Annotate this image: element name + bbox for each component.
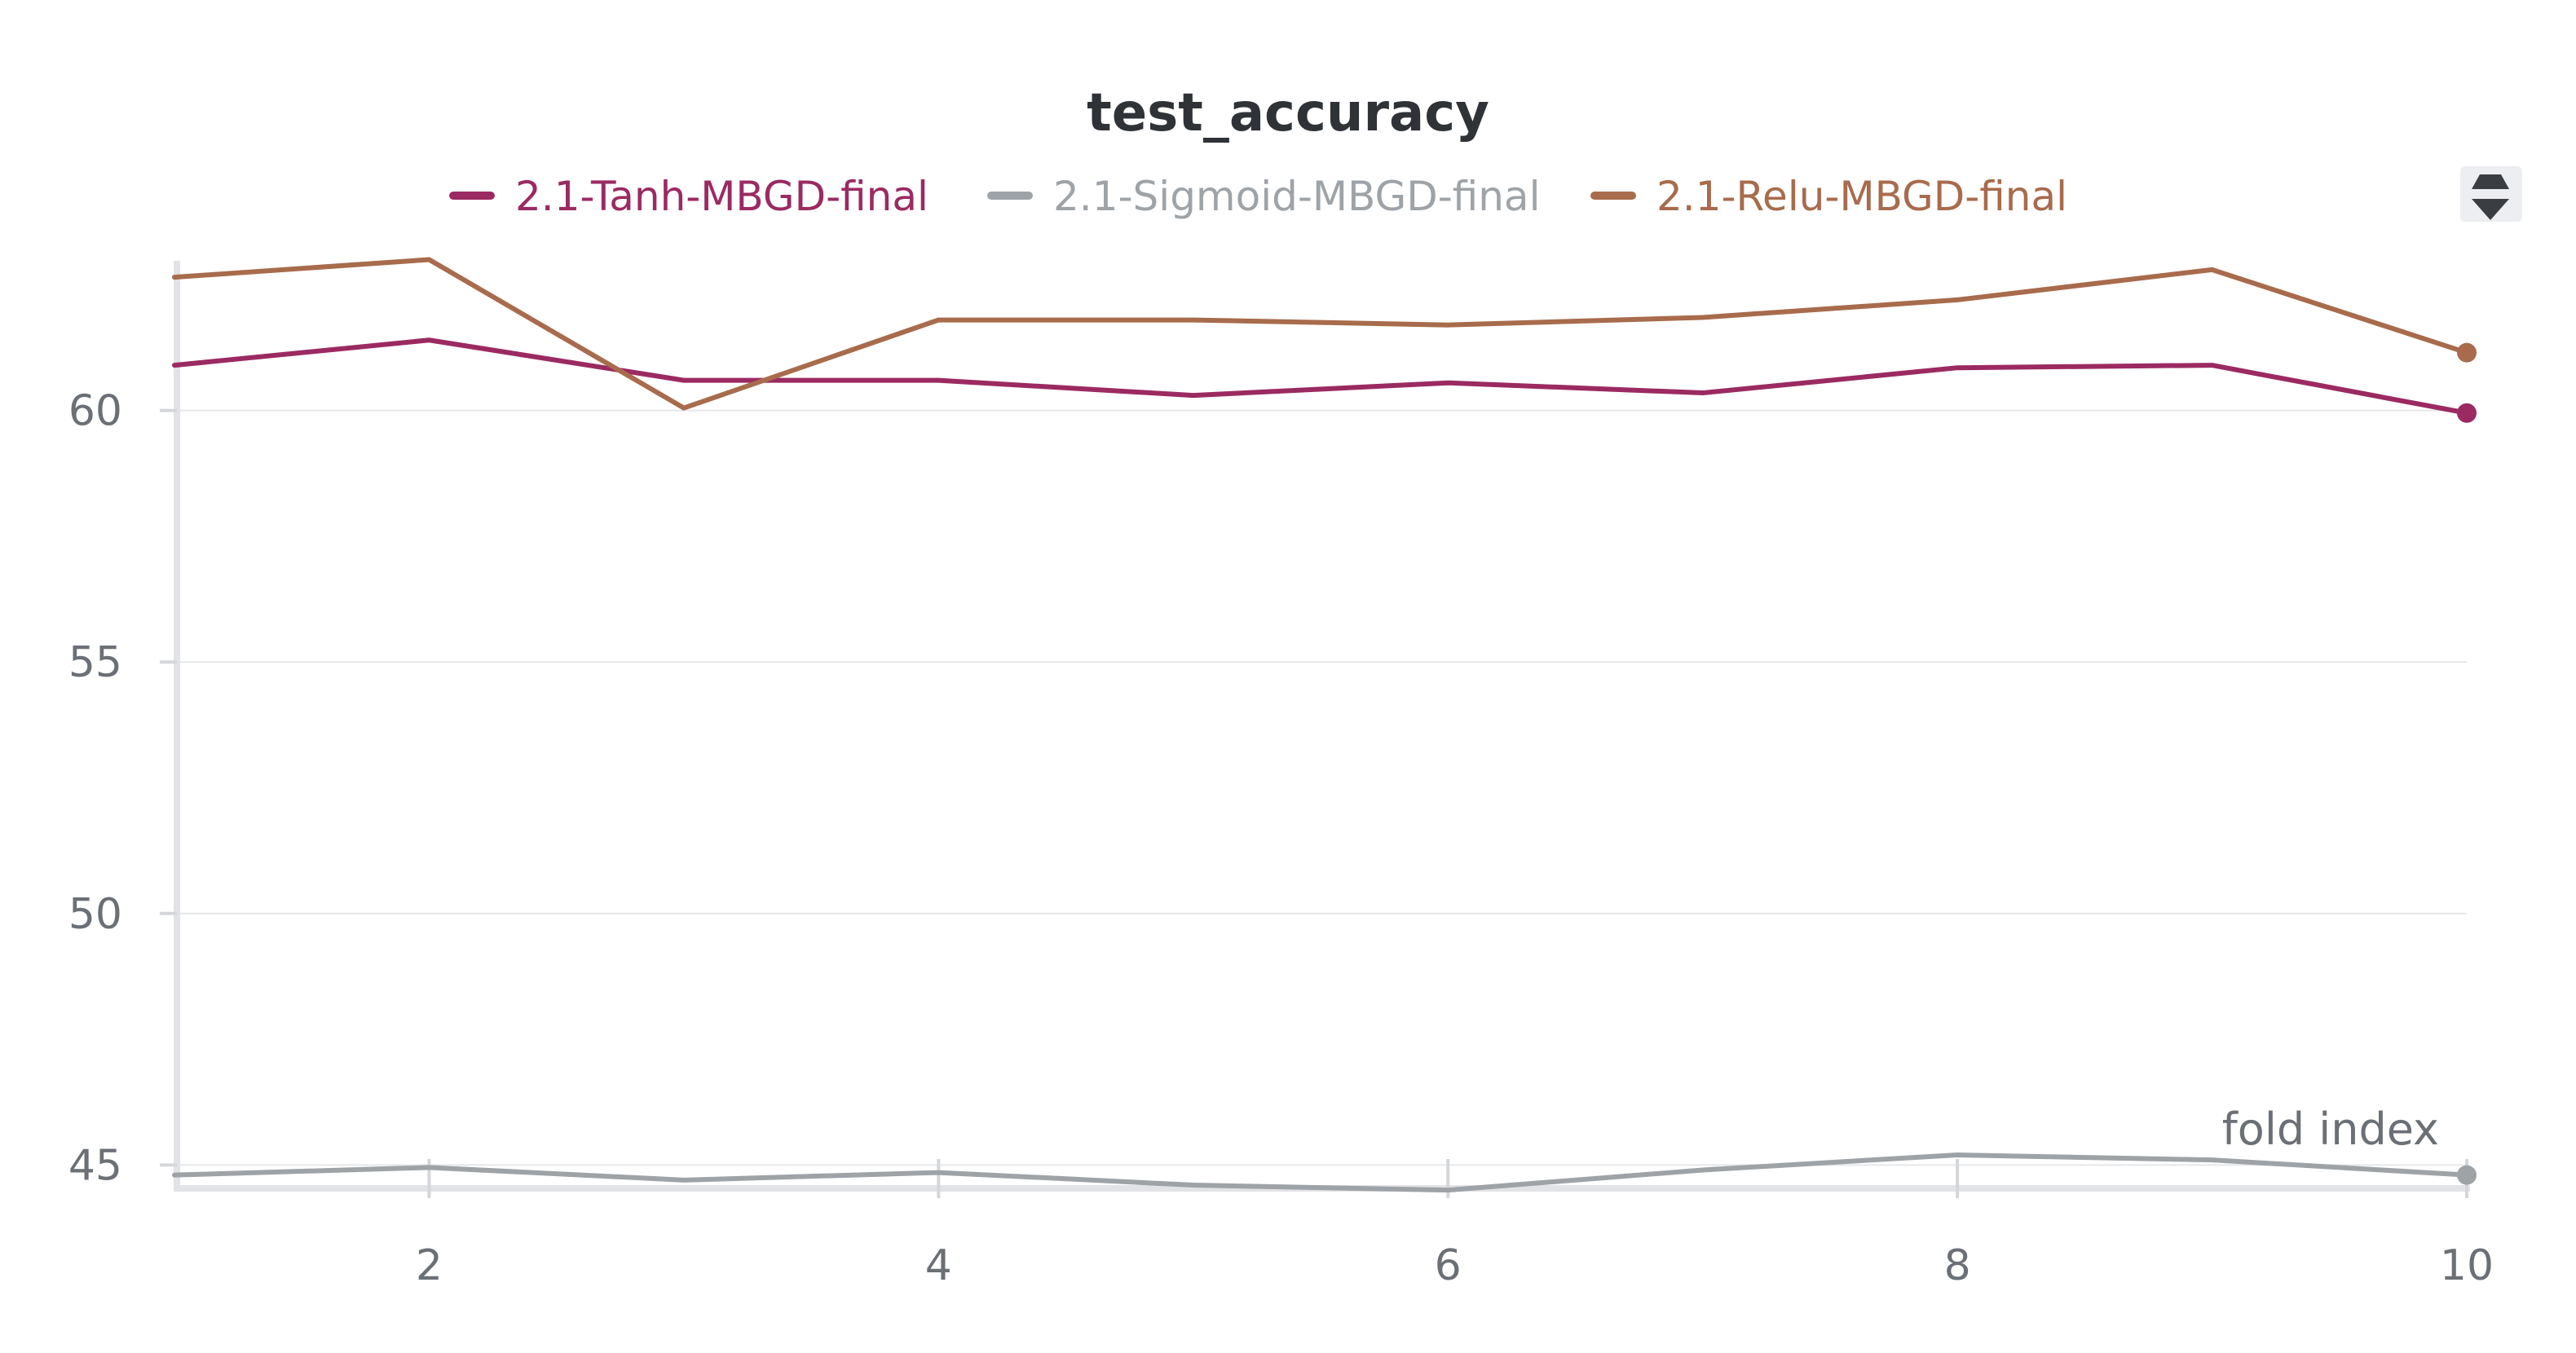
x-tick-label: 10 xyxy=(2440,1241,2494,1290)
axes xyxy=(174,261,2470,1192)
y-tick-label: 60 xyxy=(68,387,122,436)
x-axis-ticks: 2 4 6 8 10 xyxy=(416,1159,2494,1290)
legend: 2.1-Tanh-MBGD-final 2.1-Sigmoid-MBGD-fina… xyxy=(449,173,2067,220)
series-line-0 xyxy=(172,337,2469,416)
legend-item-0[interactable]: 2.1-Tanh-MBGD-final xyxy=(515,173,929,220)
chart-title: test_accuracy xyxy=(1087,83,1489,143)
x-tick-label: 8 xyxy=(1944,1241,1971,1290)
y-tick-label: 55 xyxy=(68,638,122,687)
x-axis-label: fold index xyxy=(2222,1104,2439,1155)
x-tick-label: 6 xyxy=(1435,1241,1462,1290)
sort-toggle-icon[interactable] xyxy=(2460,166,2522,222)
series-endpoint-0 xyxy=(2457,403,2477,423)
y-axis-ticks: 45 50 55 60 xyxy=(68,387,177,1190)
y-tick-label: 50 xyxy=(68,890,122,939)
series-line-2 xyxy=(172,257,2469,411)
series-endpoint-2 xyxy=(2457,342,2477,363)
series-endpoint-1 xyxy=(2457,1165,2477,1185)
x-tick-label: 2 xyxy=(416,1241,443,1290)
series-lines xyxy=(172,257,2477,1193)
legend-item-1[interactable]: 2.1-Sigmoid-MBGD-final xyxy=(1053,173,1540,220)
x-tick-label: 4 xyxy=(925,1241,952,1290)
series-line-1 xyxy=(172,1152,2469,1193)
grid-lines xyxy=(174,409,2467,1166)
y-tick-label: 45 xyxy=(68,1141,122,1190)
legend-item-2[interactable]: 2.1-Relu-MBGD-final xyxy=(1656,173,2067,220)
